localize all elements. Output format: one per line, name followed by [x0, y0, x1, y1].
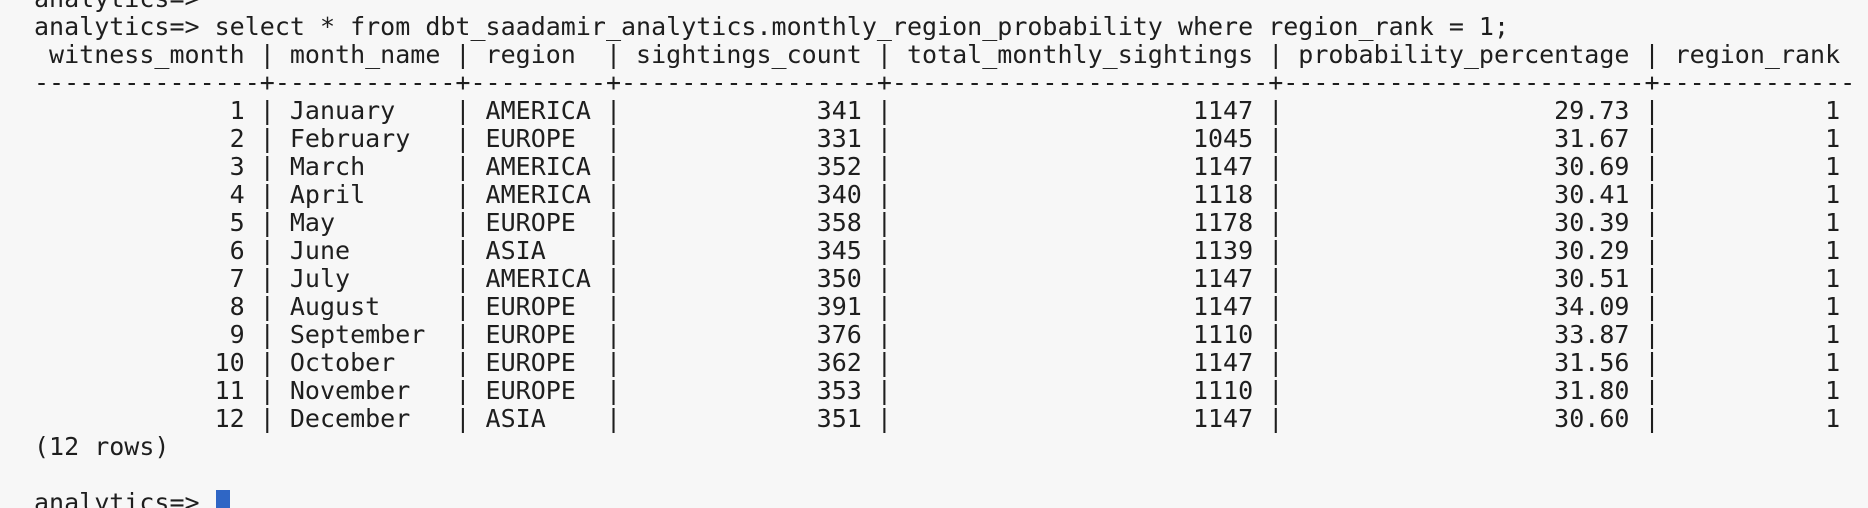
result-row: 5 | May | EUROPE | 358 | 1178 | 30.39 | … — [34, 208, 1841, 237]
command-line: analytics=> select * from dbt_saadamir_a… — [34, 12, 1510, 41]
result-row: 4 | April | AMERICA | 340 | 1118 | 30.41… — [34, 180, 1841, 209]
result-row: 10 | October | EUROPE | 362 | 1147 | 31.… — [34, 348, 1841, 377]
text-cursor — [215, 490, 230, 508]
result-row: 9 | September | EUROPE | 376 | 1110 | 33… — [34, 320, 1841, 349]
result-row: 6 | June | ASIA | 345 | 1139 | 30.29 | 1 — [34, 236, 1841, 265]
result-row: 7 | July | AMERICA | 350 | 1147 | 30.51 … — [34, 264, 1841, 293]
current-prompt-line[interactable]: analytics=> — [34, 489, 1855, 508]
previous-prompt-line: analytics=> — [34, 0, 1855, 13]
result-separator-line: ---------------+------------+---------+-… — [34, 68, 1856, 97]
blank-line — [34, 461, 1855, 489]
result-rows: 1 | January | AMERICA | 341 | 1147 | 29.… — [34, 97, 1855, 433]
terminal-output: analytics=>analytics=> select * from dbt… — [34, 0, 1855, 508]
result-row: 12 | December | ASIA | 351 | 1147 | 30.6… — [34, 404, 1841, 433]
current-prompt: analytics=> — [34, 488, 215, 508]
row-count-text: (12 rows) — [34, 432, 170, 461]
result-row: 2 | February | EUROPE | 331 | 1045 | 31.… — [34, 124, 1841, 153]
result-row: 1 | January | AMERICA | 341 | 1147 | 29.… — [34, 96, 1841, 125]
result-row: 3 | March | AMERICA | 352 | 1147 | 30.69… — [34, 152, 1841, 181]
result-header-line: witness_month | month_name | region | si… — [34, 40, 1856, 69]
result-row: 8 | August | EUROPE | 391 | 1147 | 34.09… — [34, 292, 1841, 321]
result-row: 11 | November | EUROPE | 353 | 1110 | 31… — [34, 376, 1841, 405]
